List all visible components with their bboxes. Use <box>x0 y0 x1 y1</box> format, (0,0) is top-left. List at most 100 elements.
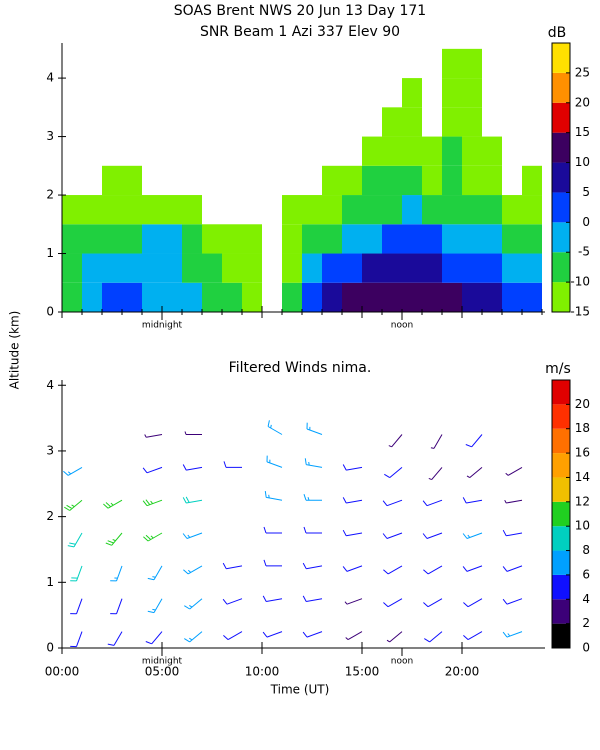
wind-barb <box>142 466 163 474</box>
heatmap-cell <box>462 78 482 108</box>
heatmap-cell <box>462 165 482 196</box>
heatmap-cell <box>182 282 202 312</box>
heatmap-cell <box>522 224 542 254</box>
wind-barb <box>182 496 203 504</box>
heatmap-cell <box>102 253 122 283</box>
heatmap-cell <box>302 282 322 312</box>
wind-barb <box>422 532 443 539</box>
heatmap-cell <box>502 282 522 312</box>
heatmap-cell <box>62 282 82 312</box>
colorbar-tick-label: 10 <box>575 155 590 169</box>
wind-barb <box>147 565 163 581</box>
wind-barb <box>428 467 443 481</box>
colorbar-swatch <box>552 162 570 193</box>
colorbar-swatch <box>552 526 570 551</box>
wind-barb <box>382 532 403 539</box>
y-tick-label: 3 <box>46 129 54 143</box>
wind-barb <box>223 461 242 468</box>
heatmap-cell <box>382 136 402 166</box>
colorbar-swatch <box>552 623 570 648</box>
wind-barb <box>502 529 523 537</box>
heatmap-cell <box>462 253 482 283</box>
heatmap-cell <box>482 195 502 225</box>
heatmap-cell <box>422 253 442 283</box>
wind-barb <box>502 598 523 605</box>
y-tick-label: 1 <box>46 246 54 260</box>
heatmap-cell <box>122 253 142 283</box>
wind-barb <box>147 598 163 614</box>
heatmap-cell <box>362 282 382 312</box>
colorbar-swatch <box>552 132 570 163</box>
heatmap-cell <box>382 253 402 283</box>
heatmap-cell <box>322 165 342 196</box>
heatmap-cell <box>482 282 502 312</box>
heatmap-cell <box>382 107 402 137</box>
colorbar-swatch <box>552 43 570 73</box>
heatmap-cell <box>202 282 222 312</box>
colorbar-tick-label: 25 <box>575 65 590 79</box>
heatmap-cell <box>482 224 502 254</box>
heatmap-cell <box>282 282 302 312</box>
wind-barb <box>302 595 323 602</box>
colorbar-tick-label: 20 <box>575 397 590 411</box>
wind-barb <box>143 532 163 542</box>
heatmap-cell <box>482 165 502 196</box>
chart-title: Filtered Winds nima. <box>229 360 372 376</box>
colorbar-tick-label: 14 <box>575 470 590 484</box>
x-tick-label: 10:00 <box>245 665 280 679</box>
colorbar-swatch <box>552 282 570 312</box>
wind-barb <box>63 466 83 476</box>
wind-barb <box>264 491 283 501</box>
colorbar-frame <box>551 42 571 313</box>
heatmap-cell <box>462 48 482 79</box>
wind-barb <box>304 458 323 468</box>
colorbar-tick-label: 4 <box>582 592 590 606</box>
wind-barb <box>103 499 123 509</box>
colorbar-swatch <box>552 192 570 223</box>
heatmap-cell <box>342 282 362 312</box>
wind-barb <box>105 532 123 546</box>
colorbar-swatch <box>552 222 570 253</box>
wind-barb <box>342 464 363 471</box>
annotation: midnight <box>142 321 183 331</box>
colorbar-tick-label: 16 <box>575 446 590 460</box>
x-tick-label: 05:00 <box>145 665 180 679</box>
colorbar-tick-label: -10 <box>570 275 590 289</box>
colorbar-tick-label: 5 <box>582 185 590 199</box>
heatmap-cell <box>362 136 382 166</box>
wind-barb <box>303 526 322 534</box>
heatmap-cell <box>122 224 142 254</box>
heatmap-cell <box>122 282 142 312</box>
heatmap-cell <box>142 224 162 254</box>
x-axis-label: Time (UT) <box>270 683 330 697</box>
heatmap-cell <box>282 224 302 254</box>
heatmap-cell <box>102 224 122 254</box>
colorbar-swatch <box>552 574 570 600</box>
heatmap-cell <box>342 165 362 196</box>
heatmap-cell <box>282 253 302 283</box>
y-tick-label: 1 <box>46 575 54 589</box>
heatmap-cell <box>182 195 202 225</box>
colorbar-swatch <box>552 477 570 502</box>
y-tick-label: 3 <box>46 443 54 457</box>
heatmap-cell <box>522 282 542 312</box>
x-tick-label: 15:00 <box>345 665 380 679</box>
heatmap-cell <box>522 165 542 196</box>
heatmap-cell <box>402 165 422 196</box>
wind-barb <box>263 526 282 534</box>
wind-barb <box>502 565 523 572</box>
heatmap-cell <box>242 282 262 312</box>
wind-barb <box>463 631 483 641</box>
wind-barb <box>70 565 83 582</box>
colorbar-swatch <box>552 599 570 624</box>
x-tick-label: 20:00 <box>445 665 480 679</box>
heatmap-cell <box>402 78 422 108</box>
heatmap-cell <box>222 253 242 283</box>
colorbar-label: m/s <box>545 361 571 377</box>
wind-barb <box>222 598 243 605</box>
heatmap-cell <box>402 282 422 312</box>
heatmap-cell <box>162 224 182 254</box>
colorbar-tick-label: -5 <box>578 245 590 259</box>
heatmap-cell <box>402 136 422 166</box>
